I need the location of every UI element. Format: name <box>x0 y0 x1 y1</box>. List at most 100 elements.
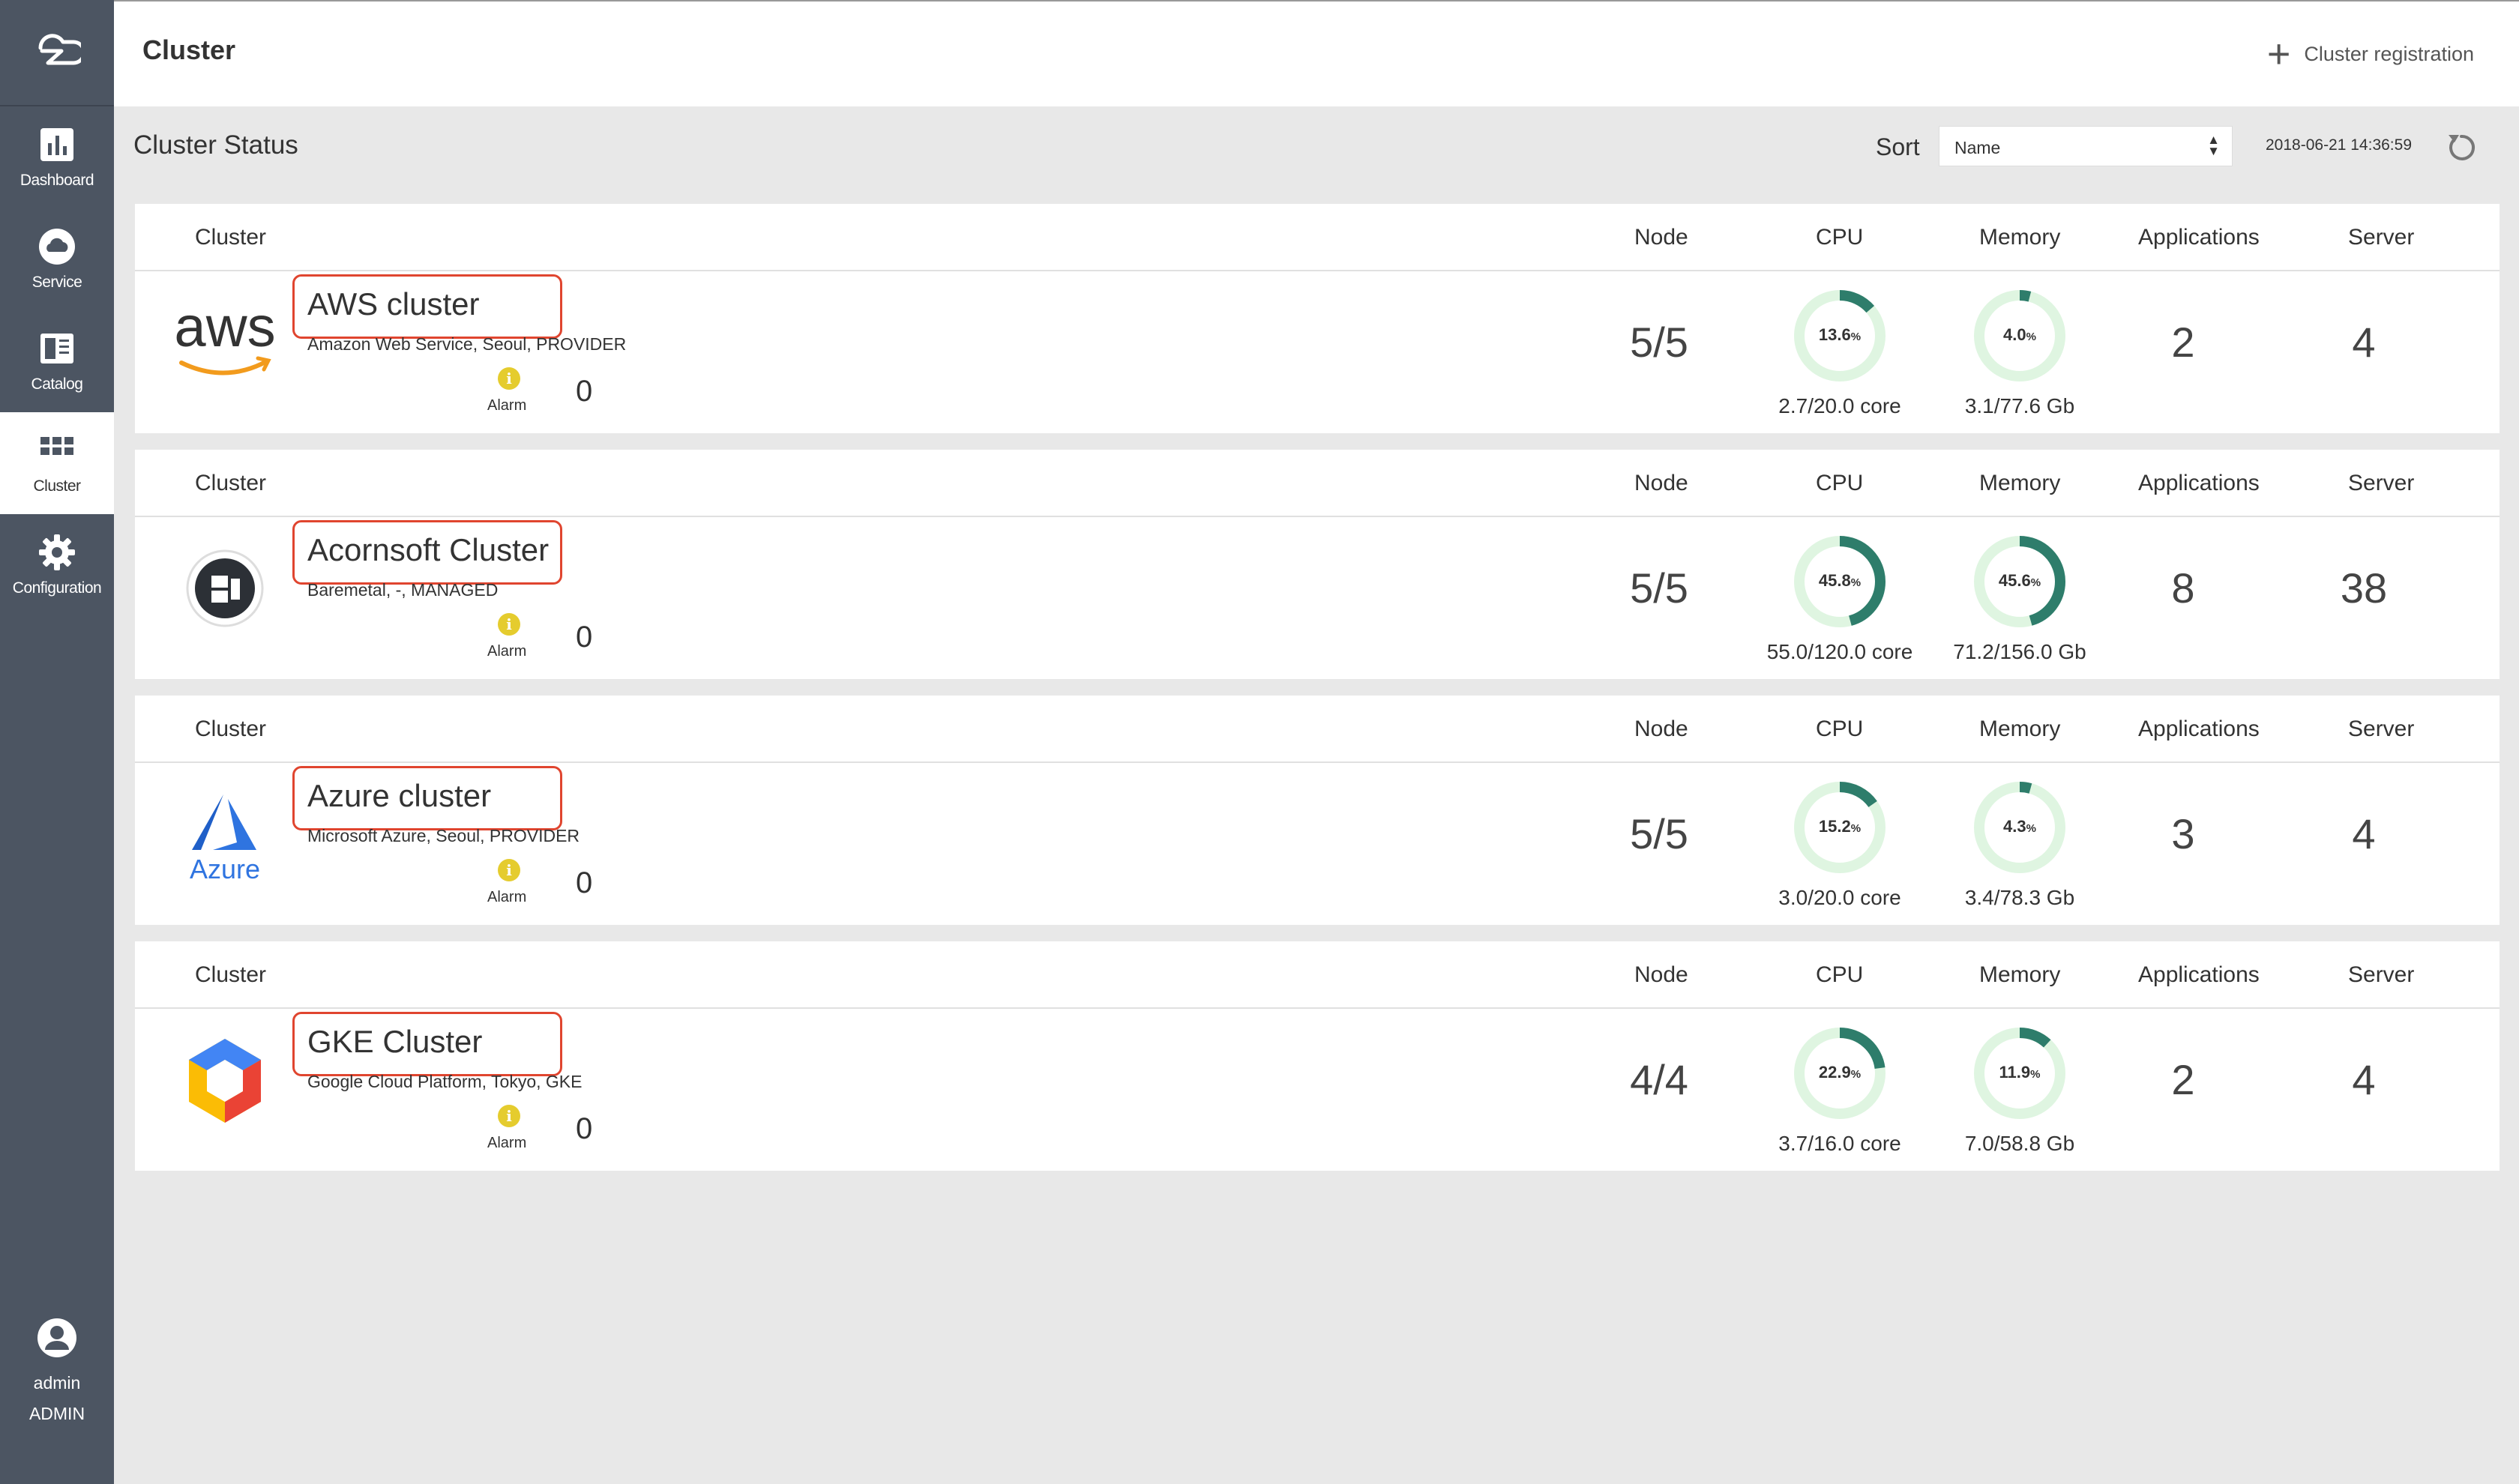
cpu-usage-detail: 3.0/20.0 core <box>1778 886 1901 909</box>
memory-donut <box>1974 290 2065 381</box>
col-header-cluster: Cluster <box>195 225 267 250</box>
svg-text:aws: aws <box>174 295 275 359</box>
sidebar-item-label: Dashboard <box>19 172 94 189</box>
col-header-server: Server <box>2348 717 2415 741</box>
page-title: Cluster <box>142 34 236 65</box>
col-header-cpu: CPU <box>1816 717 1864 741</box>
user-name: admin <box>33 1373 81 1393</box>
cluster-card: Cluster Node CPU Memory Applications Ser… <box>135 941 2500 1171</box>
alarm-info-icon: i <box>498 613 520 636</box>
cluster-logo <box>165 532 285 645</box>
col-header-node: Node <box>1634 717 1688 741</box>
col-header-node: Node <box>1634 225 1688 250</box>
percent-sign: % <box>1850 1068 1862 1081</box>
cpu-usage-detail: 2.7/20.0 core <box>1778 394 1901 417</box>
applications-count: 2 <box>2171 319 2195 366</box>
alarm-label: Alarm <box>487 397 527 414</box>
col-header-cluster: Cluster <box>195 717 267 741</box>
cpu-donut <box>1794 536 1886 627</box>
sidebar-item-label: Configuration <box>12 579 102 597</box>
cluster-name-highlight <box>292 274 562 339</box>
node-count: 5/5 <box>1630 319 1688 366</box>
col-header-node: Node <box>1634 962 1688 987</box>
donut-fill <box>1794 536 1886 627</box>
sidebar-item-service[interactable]: Service <box>0 208 114 310</box>
gear-icon <box>39 534 75 570</box>
cluster-name[interactable]: Acornsoft Cluster <box>307 532 550 567</box>
cluster-card: Cluster Node CPU Memory Applications Ser… <box>135 450 2500 679</box>
sidebar-item-dashboard[interactable]: Dashboard <box>0 106 114 208</box>
col-header-server: Server <box>2348 962 2415 987</box>
percent-sign: % <box>1850 576 1862 589</box>
cluster-card: Cluster Node CPU Memory Applications Ser… <box>135 696 2500 925</box>
cluster-description: Microsoft Azure, Seoul, PROVIDER <box>307 826 580 845</box>
percent-sign: % <box>2026 822 2036 835</box>
svg-text:Azure: Azure <box>190 854 260 884</box>
col-header-cpu: CPU <box>1816 471 1864 495</box>
col-header-server: Server <box>2348 225 2415 250</box>
sort-selected-value: Name <box>1954 138 2001 157</box>
cpu-percent: 13.6% <box>1818 325 1862 344</box>
cpu-usage-detail: 55.0/120.0 core <box>1766 640 1913 663</box>
memory-percent: 45.6% <box>1998 571 2041 590</box>
alarm-label: Alarm <box>487 643 527 660</box>
dashboard-icon <box>40 128 73 161</box>
cpu-donut <box>1794 1028 1886 1119</box>
azure-logo-icon: Azure <box>190 794 260 884</box>
alarm-label: Alarm <box>487 889 527 905</box>
plus-icon: + <box>2266 31 2291 76</box>
cluster-name[interactable]: GKE Cluster <box>307 1024 483 1059</box>
select-arrows-icon: ▲ ▼ <box>2207 133 2220 158</box>
cluster-registration-button[interactable]: + Cluster registration <box>2266 31 2474 76</box>
cluster-card-header: Cluster Node CPU Memory Applications Ser… <box>135 450 2500 517</box>
cluster-logo <box>165 1024 285 1136</box>
col-header-memory: Memory <box>1979 225 2061 250</box>
alarm-info-icon: i <box>498 859 520 881</box>
app-logo-icon <box>38 34 81 65</box>
alarm-info-icon: i <box>498 367 520 390</box>
memory-donut <box>1974 1028 2065 1119</box>
cluster-card-body: GKE Cluster Google Cloud Platform, Tokyo… <box>135 1009 2500 1171</box>
cluster-card-body: aws AWS cluster Amazon Web Service, Seou… <box>135 271 2500 433</box>
user-avatar-icon <box>37 1318 76 1357</box>
memory-percent: 4.3% <box>2003 817 2036 836</box>
cluster-name[interactable]: AWS cluster <box>307 286 480 322</box>
col-header-cpu: CPU <box>1816 225 1864 250</box>
donut-fill <box>1974 782 2065 873</box>
server-count: 4 <box>2352 810 2376 857</box>
sidebar-item-catalog[interactable]: Catalog <box>0 310 114 412</box>
percent-sign: % <box>1850 822 1862 835</box>
col-header-server: Server <box>2348 471 2415 495</box>
sort-select[interactable]: Name ▲ ▼ <box>1939 126 2233 166</box>
app-logo[interactable] <box>0 0 114 106</box>
cluster-card: Cluster Node CPU Memory Applications Ser… <box>135 204 2500 433</box>
cluster-logo: aws <box>165 286 285 399</box>
cluster-logo: Azure <box>165 778 285 890</box>
cluster-name[interactable]: Azure cluster <box>307 778 492 813</box>
col-header-memory: Memory <box>1979 717 2061 741</box>
refresh-icon[interactable] <box>2443 129 2480 166</box>
grid-icon <box>40 437 73 455</box>
user-profile[interactable]: admin ADMIN <box>0 1317 114 1424</box>
col-header-cluster: Cluster <box>195 471 267 495</box>
alarm-info-icon: i <box>498 1105 520 1127</box>
sidebar-item-label: Cluster <box>33 477 81 495</box>
cluster-name-highlight <box>292 520 562 585</box>
cpu-percent: 45.8% <box>1818 571 1862 590</box>
server-count: 4 <box>2352 1056 2376 1103</box>
memory-donut <box>1974 536 2065 627</box>
cluster-card-header: Cluster Node CPU Memory Applications Ser… <box>135 696 2500 763</box>
cpu-percent: 22.9% <box>1818 1063 1862 1082</box>
top-bar: Cluster + Cluster registration <box>114 0 2519 106</box>
sidebar-item-cluster[interactable]: Cluster <box>0 412 114 514</box>
memory-usage-detail: 3.4/78.3 Gb <box>1964 886 2075 909</box>
cluster-status-title: Cluster Status <box>133 130 298 160</box>
server-count: 38 <box>2340 564 2388 612</box>
aws-logo-icon: aws <box>174 295 276 375</box>
memory-usage-detail: 71.2/156.0 Gb <box>1953 640 2086 663</box>
sidebar: Dashboard Service Catalog Cluster <box>0 0 114 1484</box>
col-header-cpu: CPU <box>1816 962 1864 987</box>
sidebar-item-configuration[interactable]: Configuration <box>0 514 114 616</box>
cpu-donut <box>1794 782 1886 873</box>
cluster-name-highlight <box>292 766 562 830</box>
